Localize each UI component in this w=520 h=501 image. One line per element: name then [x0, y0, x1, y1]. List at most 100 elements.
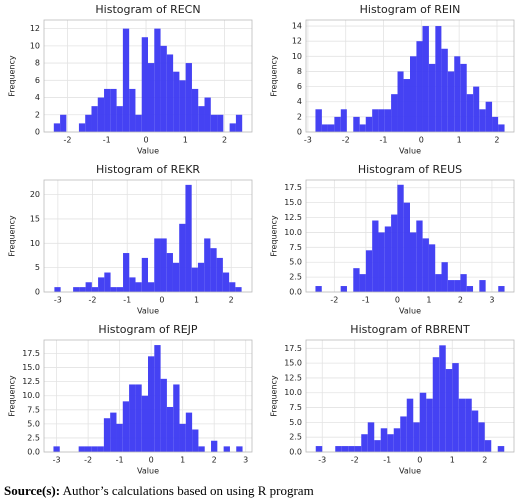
x-tick-label: 1 — [457, 136, 462, 145]
bar — [135, 114, 142, 132]
bar — [479, 280, 486, 292]
bar — [198, 106, 205, 132]
bar — [384, 226, 392, 292]
bar — [229, 123, 236, 132]
bar — [173, 384, 180, 452]
bar — [73, 287, 80, 292]
y-tick-label: 5.0 — [27, 419, 40, 428]
bar — [53, 123, 61, 132]
y-tick-label: 5.0 — [289, 418, 302, 427]
bar — [166, 54, 174, 132]
x-tick-label: 1 — [180, 456, 185, 465]
y-tick-label: 8 — [297, 67, 302, 76]
bar — [361, 434, 368, 452]
bar — [148, 63, 155, 133]
bar — [428, 63, 436, 132]
y-tick-label: 10 — [30, 239, 40, 248]
bar — [85, 114, 92, 132]
y-axis-label: Frequency — [8, 375, 17, 417]
bar — [229, 282, 236, 292]
bar — [185, 63, 192, 133]
bar — [179, 423, 186, 452]
bar — [422, 238, 429, 292]
y-tick-label: 8 — [35, 59, 40, 68]
x-axis-label: Value — [399, 307, 421, 316]
x-tick-label: 2 — [482, 456, 487, 465]
bar — [359, 124, 366, 132]
bar — [335, 446, 342, 452]
bar — [129, 384, 136, 452]
bar — [391, 214, 398, 292]
y-tick-label: 17.5 — [22, 349, 40, 358]
bar — [179, 223, 186, 292]
x-tick-label: 0 — [417, 456, 422, 465]
bar — [321, 124, 328, 132]
bar — [116, 106, 123, 132]
x-tick-label: -1 — [116, 456, 124, 465]
bar — [135, 384, 142, 452]
bar — [365, 250, 373, 292]
plot-frame — [305, 179, 515, 293]
bar — [447, 71, 455, 132]
bar — [236, 446, 243, 452]
x-tick-label: -2 — [84, 456, 92, 465]
bar — [498, 286, 505, 292]
x-tick-label: -2 — [64, 136, 72, 145]
bar — [466, 94, 474, 132]
bar — [198, 446, 205, 452]
y-tick-label: 0.0 — [27, 448, 40, 457]
bar — [166, 406, 174, 452]
bar — [378, 232, 385, 292]
bar — [141, 395, 148, 452]
bar — [141, 37, 148, 132]
bar — [413, 422, 420, 452]
y-tick-label: 20 — [30, 190, 40, 199]
y-tick-label: 7.5 — [289, 403, 302, 412]
bar — [315, 446, 323, 452]
y-tick-label: 4 — [297, 97, 302, 106]
y-tick-label: 12.5 — [284, 213, 302, 222]
x-tick-label: 2 — [458, 296, 463, 305]
chart-title: Histogram of RECN — [95, 3, 200, 16]
bar — [353, 268, 360, 292]
bar — [217, 114, 224, 132]
bar — [129, 88, 136, 132]
y-tick-label: 0.0 — [289, 448, 302, 457]
chart-title: Histogram of REUS — [358, 163, 462, 176]
bar — [116, 423, 123, 452]
bar — [148, 282, 155, 292]
bar — [160, 238, 167, 292]
x-tick-label: -3 — [53, 456, 61, 465]
bar — [340, 109, 347, 132]
bar — [426, 398, 433, 452]
bar — [154, 28, 161, 132]
bar — [372, 220, 379, 292]
bar — [334, 116, 341, 132]
y-tick-label: 15.0 — [284, 198, 302, 207]
y-tick-label: 17.5 — [284, 183, 302, 192]
bar — [148, 356, 155, 452]
bar — [204, 238, 211, 292]
bar — [393, 428, 401, 452]
x-tick-label: 3 — [489, 296, 494, 305]
bar — [91, 446, 98, 452]
bar — [422, 26, 429, 132]
plot-frame — [43, 339, 253, 453]
x-axis-label: Value — [399, 467, 421, 476]
x-tick-label: 0 — [419, 136, 424, 145]
bar — [465, 398, 472, 452]
bar — [445, 369, 453, 452]
x-tick-label: 1 — [183, 136, 188, 145]
bar — [210, 248, 217, 292]
bar — [397, 71, 404, 132]
bar — [104, 88, 111, 132]
bar — [353, 116, 360, 132]
bar — [79, 287, 86, 292]
bar — [197, 262, 205, 292]
plot-frame — [43, 19, 253, 133]
bar — [452, 363, 459, 452]
y-tick-label: 6 — [297, 82, 302, 91]
bar — [191, 267, 198, 292]
